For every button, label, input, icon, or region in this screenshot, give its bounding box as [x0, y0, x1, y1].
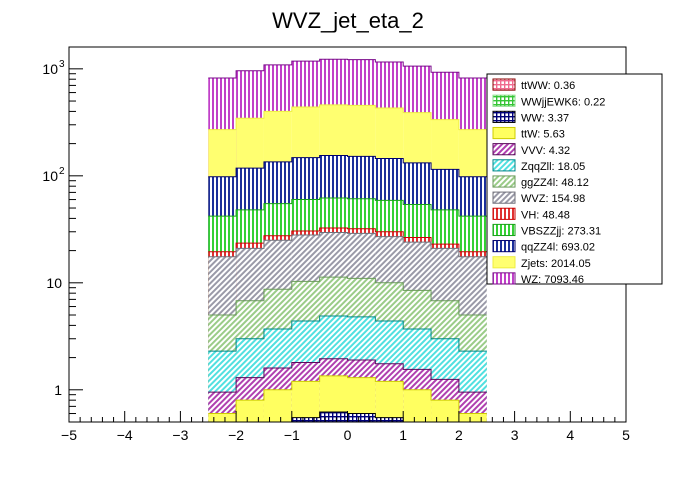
legend-entry: Zjets: 2014.05: [492, 256, 591, 270]
outline-WVZ: [208, 232, 487, 258]
legend-label: Zjets: 2014.05: [521, 258, 591, 270]
legend: ttWW: 0.36 WWjjEWK6: 0.22 WW: 3.37 ttW: 5.6…: [486, 73, 663, 286]
legend-swatch: [492, 256, 516, 269]
outline-ttW: [208, 375, 487, 415]
legend-label: qqZZ4l: 693.02: [521, 242, 595, 254]
legend-entry: ZqqZll: 18.05: [492, 159, 585, 173]
legend-swatch: [492, 272, 516, 285]
legend-swatch: [492, 223, 516, 237]
legend-entry: ttW: 5.63: [492, 126, 565, 141]
legend-label: ggZZ4l: 48.12: [521, 177, 589, 189]
x-tick-label: 4: [566, 427, 574, 443]
x-tick-label: −4: [117, 427, 133, 443]
legend-swatch: [492, 175, 516, 188]
x-tick-label: 5: [622, 427, 630, 443]
legend-entry: ggZZ4l: 48.12: [492, 175, 589, 189]
bar-WW-3: [291, 417, 320, 422]
x-tick-label: −3: [172, 427, 188, 443]
legend-swatch: [492, 191, 516, 204]
legend-label: ZqqZll: 18.05: [521, 161, 585, 173]
legend-label: WW: 3.37: [521, 112, 569, 124]
x-tick-label: 0: [344, 427, 352, 443]
legend-entry: WZ: 7093.46: [492, 272, 584, 286]
outline-ZqqZll: [208, 315, 487, 352]
legend-entry: ttWW: 0.36: [492, 78, 575, 92]
bar-ttW-6: [375, 381, 404, 422]
bar-WW-5: [347, 413, 376, 422]
y-tick-label: 10: [42, 168, 58, 184]
bar-WW-6: [375, 417, 404, 422]
stacked-bars: [208, 58, 487, 423]
outline-qqZZ4l: [208, 154, 487, 178]
outline-Zjets: [208, 104, 487, 131]
bar-ttW-0: [208, 413, 237, 422]
outline-VBSZZjj: [208, 197, 487, 217]
y-tick-exponent: 3: [59, 59, 65, 70]
x-tick-label: 2: [455, 427, 463, 443]
x-axis: −5 −4 −3 −2 −1 0 1 2 3 4 5: [61, 411, 630, 443]
legend-swatch: [492, 207, 516, 220]
legend-entry: WWjjEWK6: 0.22: [492, 94, 605, 108]
bar-ttW-2: [263, 389, 292, 422]
outline-WZ: [208, 58, 487, 79]
legend-label: VBSZZjj: 273.31: [521, 226, 601, 238]
outline-ggZZ4l: [208, 276, 487, 316]
outline-VVV: [208, 358, 487, 393]
legend-label: VH: 48.48: [521, 209, 570, 221]
y-tick-exponent: 2: [59, 166, 65, 177]
legend-swatch: [492, 143, 516, 156]
bar-ttW-1: [236, 400, 264, 422]
y-tick-label: 1: [54, 382, 62, 398]
chart-title: WVZ_jet_eta_2: [272, 8, 424, 33]
legend-label: ttW: 5.63: [521, 129, 565, 141]
legend-entry: qqZZ4l: 693.02: [492, 240, 595, 254]
legend-swatch: [492, 78, 516, 91]
legend-label: WVZ: 154.98: [521, 193, 585, 205]
bar-WW-4: [319, 412, 348, 422]
x-tick-label: 1: [399, 427, 407, 443]
legend-entry: WVZ: 154.98: [492, 191, 585, 205]
legend-swatch: [492, 126, 516, 140]
x-tick-label: 3: [511, 427, 519, 443]
legend-swatch: [492, 159, 516, 172]
y-tick-label: 10: [46, 275, 62, 291]
legend-swatch: [492, 240, 516, 253]
bar-ttW-7: [403, 389, 432, 422]
legend-label: ttWW: 0.36: [521, 80, 575, 92]
legend-label: WZ: 7093.46: [521, 274, 584, 286]
y-tick-label: 10: [42, 61, 58, 77]
legend-entry: VVV: 4.32: [492, 143, 570, 157]
legend-entry: WW: 3.37: [492, 110, 569, 124]
bar-ttW-9: [458, 413, 487, 422]
legend-label: WWjjEWK6: 0.22: [521, 96, 605, 108]
bar-ttW-3: [291, 381, 320, 422]
legend-entry: VBSZZjj: 273.31: [492, 223, 601, 238]
x-tick-label: −1: [284, 427, 300, 443]
legend-box: [486, 73, 663, 285]
x-tick-label: −2: [228, 427, 244, 443]
legend-label: VVV: 4.32: [521, 145, 570, 157]
x-tick-label: −5: [61, 427, 77, 443]
legend-swatch: [492, 94, 516, 107]
bar-ttW-8: [431, 400, 459, 422]
legend-entry: VH: 48.48: [492, 207, 570, 221]
legend-swatch: [492, 110, 516, 123]
series-ttW: [208, 375, 487, 422]
